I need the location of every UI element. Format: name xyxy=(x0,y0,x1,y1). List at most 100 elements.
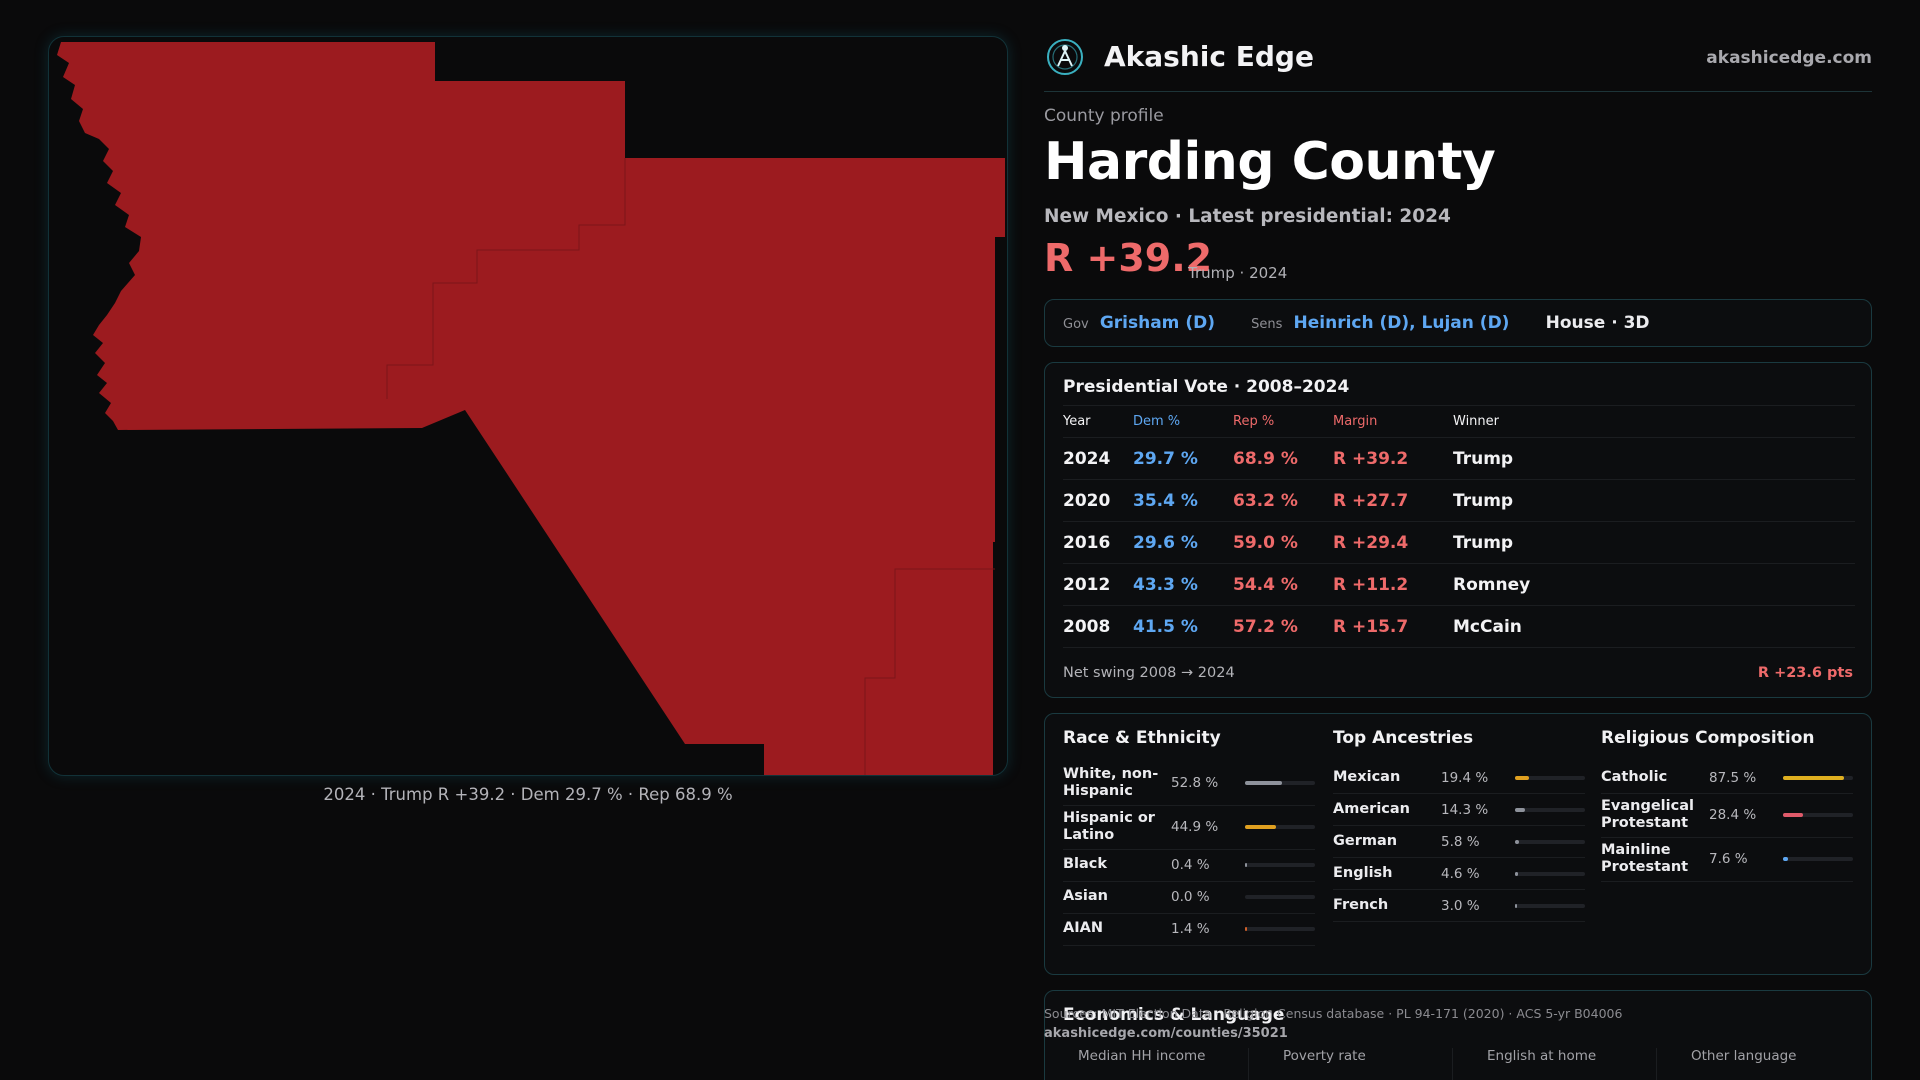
globe-emblem-icon[interactable] xyxy=(1046,38,1084,76)
item-label: AIAN xyxy=(1063,920,1103,937)
list-item: American 14.3 % xyxy=(1333,794,1585,826)
net-swing-label: Net swing 2008 → 2024 xyxy=(1063,665,1235,681)
item-percent: 3.0 % xyxy=(1441,897,1480,914)
list-item: White, non-Hispanic 52.8 % xyxy=(1063,762,1315,806)
presidential-card: Presidential Vote · 2008–2024 Year Dem %… xyxy=(1044,362,1872,698)
county-shape[interactable] xyxy=(57,42,1005,775)
item-percent: 4.6 % xyxy=(1441,865,1480,882)
headline-margin: R +39.2 xyxy=(1044,236,1213,280)
race-title: Race & Ethnicity xyxy=(1063,728,1221,748)
item-label: English xyxy=(1333,864,1393,881)
percent-bar-fill xyxy=(1245,927,1248,932)
county-map[interactable] xyxy=(49,37,1008,776)
list-item: Mainline Protestant 7.6 % xyxy=(1601,838,1853,882)
officials-card: Gov Grisham (D) Sens Heinrich (D), Lujan… xyxy=(1044,299,1872,347)
brand-url[interactable]: akashicedge.com xyxy=(1706,48,1872,68)
winner-cell: Trump xyxy=(1453,479,1855,522)
rep-cell: 59.0 % xyxy=(1233,521,1333,564)
margin-cell: R +27.7 xyxy=(1333,479,1453,522)
item-percent: 1.4 % xyxy=(1171,921,1210,938)
percent-bar xyxy=(1245,927,1315,932)
percent-bar-fill xyxy=(1245,825,1277,830)
item-percent: 0.4 % xyxy=(1171,857,1210,874)
economics-card: Economics & Language xyxy=(1044,990,1872,1080)
rep-cell: 68.9 % xyxy=(1233,437,1333,480)
margin-cell: R +15.7 xyxy=(1333,605,1453,648)
col-margin: Margin xyxy=(1333,405,1453,438)
percent-bar-fill xyxy=(1245,781,1282,786)
year-cell: 2012 xyxy=(1063,563,1133,606)
winner-cell: Trump xyxy=(1453,437,1855,480)
year-cell: 2024 xyxy=(1063,437,1133,480)
item-percent: 5.8 % xyxy=(1441,833,1480,850)
table-row: 2016 29.6 % 59.0 % R +29.4 Trump xyxy=(1063,521,1855,564)
percent-bar-fill xyxy=(1783,857,1789,862)
source-url[interactable]: akashicedge.com/counties/35021 xyxy=(1044,1026,1288,1041)
percent-bar-fill xyxy=(1515,871,1519,876)
stat-other-language: Other language xyxy=(1656,1048,1860,1080)
winner-cell: McCain xyxy=(1453,605,1855,648)
precinct-lines xyxy=(386,158,995,775)
sources-note: Sources: MIT Election Data · Religion Ce… xyxy=(1044,1006,1623,1021)
item-label: Evangelical Protestant xyxy=(1601,798,1694,832)
table-row: 2020 35.4 % 63.2 % R +27.7 Trump xyxy=(1063,479,1855,522)
ancestry-column: Top Ancestries Mexican 19.4 % American 14.3… xyxy=(1333,728,1585,922)
table-row: 2012 43.3 % 54.4 % R +11.2 Romney xyxy=(1063,563,1855,606)
list-item: Hispanic or Latino 44.9 % xyxy=(1063,806,1315,850)
percent-bar xyxy=(1783,857,1853,862)
list-item: English 4.6 % xyxy=(1333,858,1585,890)
winner-cell: Romney xyxy=(1453,563,1855,606)
percent-bar xyxy=(1245,895,1315,900)
item-percent: 7.6 % xyxy=(1709,851,1748,868)
percent-bar xyxy=(1245,825,1315,830)
presidential-title: Presidential Vote · 2008–2024 xyxy=(1063,377,1350,397)
brand-name[interactable]: Akashic Edge xyxy=(1104,40,1314,73)
item-label: American xyxy=(1333,800,1410,817)
percent-bar xyxy=(1783,813,1853,818)
item-percent: 0.0 % xyxy=(1171,889,1210,906)
percent-bar xyxy=(1515,903,1585,908)
year-cell: 2008 xyxy=(1063,605,1133,648)
item-label: Mainline Protestant xyxy=(1601,841,1689,876)
col-dem: Dem % xyxy=(1133,405,1233,438)
net-swing-value: R +23.6 pts xyxy=(1757,665,1853,681)
table-row: 2024 29.7 % 68.9 % R +39.2 Trump xyxy=(1063,437,1855,480)
list-item: Catholic 87.5 % xyxy=(1601,762,1853,794)
rep-cell: 57.2 % xyxy=(1233,605,1333,648)
stat-label: English at home xyxy=(1487,1048,1597,1064)
table-row: 2008 41.5 % 57.2 % R +15.7 McCain xyxy=(1063,605,1855,648)
gov-value[interactable]: Grisham (D) xyxy=(1099,313,1215,333)
col-winner: Winner xyxy=(1453,405,1855,438)
item-label: Catholic xyxy=(1601,768,1668,785)
headline-margin-note: Trump · 2024 xyxy=(1188,264,1288,282)
religion-title: Religious Composition xyxy=(1601,728,1815,748)
percent-bar xyxy=(1783,775,1853,780)
percent-bar xyxy=(1515,775,1585,780)
percent-bar xyxy=(1515,807,1585,812)
year-cell: 2016 xyxy=(1063,521,1133,564)
item-percent: 28.4 % xyxy=(1709,807,1757,824)
item-percent: 44.9 % xyxy=(1171,819,1219,836)
percent-bar-fill xyxy=(1783,813,1803,818)
col-year: Year xyxy=(1063,405,1133,438)
house-district: House · 3D xyxy=(1545,313,1650,333)
gov-label: Gov xyxy=(1063,317,1089,332)
percent-bar xyxy=(1515,871,1585,876)
col-rep: Rep % xyxy=(1233,405,1333,438)
county-map-panel[interactable] xyxy=(48,36,1008,776)
economics-stats: Median HH income Poverty rate English at… xyxy=(1044,1048,1872,1080)
item-label: Mexican xyxy=(1333,768,1401,785)
item-label: Hispanic or Latino xyxy=(1063,809,1155,844)
percent-bar-fill xyxy=(1515,839,1520,844)
economics-title: Economics & Language xyxy=(1063,1005,1285,1025)
stat-label: Median HH income xyxy=(1078,1048,1206,1064)
race-column: Race & Ethnicity White, non-Hispanic 52.8… xyxy=(1063,728,1315,946)
sens-value[interactable]: Heinrich (D), Lujan (D) xyxy=(1293,313,1510,333)
item-label: Asian xyxy=(1063,888,1108,905)
list-item: AIAN 1.4 % xyxy=(1063,914,1315,946)
stat-label: Poverty rate xyxy=(1283,1048,1366,1064)
percent-bar-fill xyxy=(1245,863,1248,868)
dem-cell: 35.4 % xyxy=(1133,479,1233,522)
list-item: Evangelical Protestant 28.4 % xyxy=(1601,794,1853,838)
item-percent: 52.8 % xyxy=(1171,775,1219,792)
